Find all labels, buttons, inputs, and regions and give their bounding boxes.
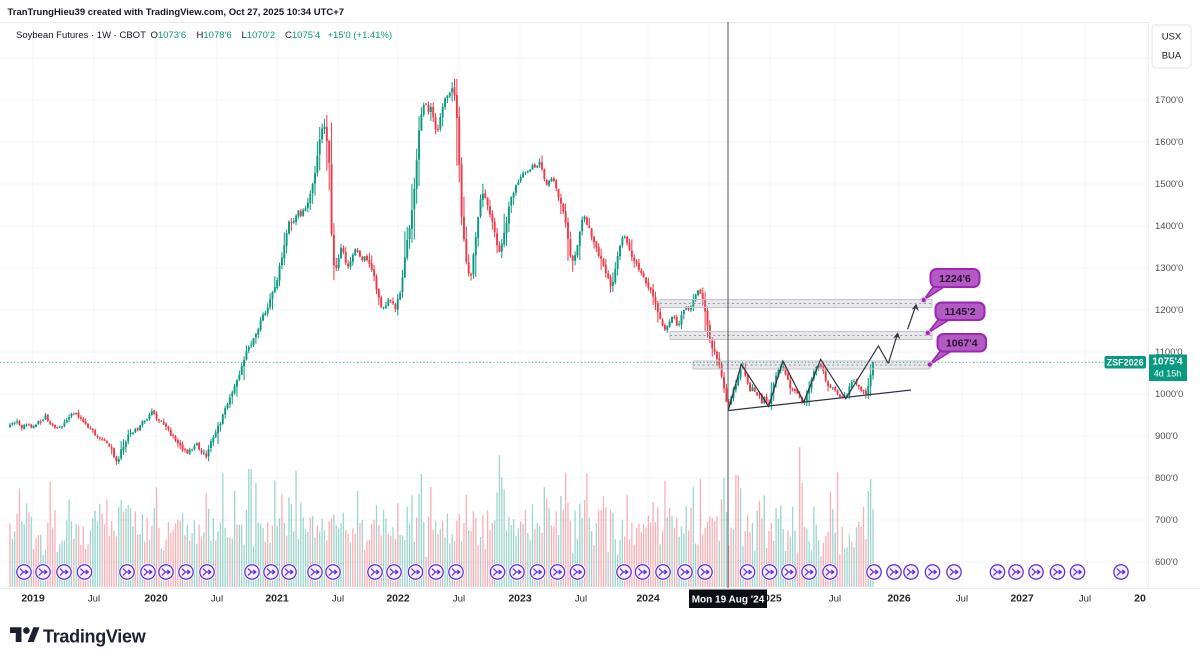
svg-text:Jul: Jul [956, 594, 968, 605]
svg-text:20: 20 [1134, 593, 1146, 605]
svg-text:600'0: 600'0 [1155, 557, 1178, 568]
svg-text:900'0: 900'0 [1155, 431, 1178, 442]
svg-text:1067'4: 1067'4 [946, 338, 978, 350]
svg-text:1145'2: 1145'2 [944, 306, 975, 318]
svg-text:Mon 19 Aug '24: Mon 19 Aug '24 [692, 594, 765, 605]
svg-text:2026: 2026 [887, 593, 911, 605]
svg-text:BUA: BUA [1162, 51, 1182, 62]
svg-text:2022: 2022 [386, 593, 410, 605]
svg-text:2027: 2027 [1010, 593, 1034, 605]
svg-text:1224'6: 1224'6 [939, 273, 971, 285]
svg-text:Jul: Jul [575, 594, 587, 605]
svg-text:H1078'6: H1078'6 [197, 30, 232, 41]
svg-text:TranTrungHieu39 created with T: TranTrungHieu39 created with TradingView… [8, 7, 345, 18]
svg-text:Jul: Jul [1079, 594, 1091, 605]
svg-text:2021: 2021 [265, 593, 289, 605]
svg-text:2024: 2024 [636, 593, 660, 605]
svg-text:800'0: 800'0 [1155, 473, 1178, 484]
svg-text:2019: 2019 [21, 593, 45, 605]
svg-text:1200'0: 1200'0 [1155, 305, 1183, 316]
svg-text:1400'0: 1400'0 [1155, 221, 1183, 232]
svg-text:Jul: Jul [453, 594, 465, 605]
svg-text:1100'0: 1100'0 [1155, 347, 1183, 358]
svg-text:Jul: Jul [332, 594, 344, 605]
svg-text:Jul: Jul [829, 594, 841, 605]
svg-text:USX: USX [1162, 32, 1182, 43]
svg-text:ZSF2026: ZSF2026 [1107, 357, 1144, 367]
svg-text:700'0: 700'0 [1155, 515, 1178, 526]
svg-text:2020: 2020 [144, 593, 168, 605]
svg-text:4d 15h: 4d 15h [1154, 369, 1182, 379]
svg-text:O1073'6: O1073'6 [151, 30, 187, 41]
svg-text:1700'0: 1700'0 [1155, 95, 1183, 106]
svg-text:1300'0: 1300'0 [1155, 263, 1183, 274]
svg-text:L1070'2: L1070'2 [242, 30, 276, 41]
svg-text:TradingView: TradingView [43, 627, 147, 647]
svg-text:1075'4: 1075'4 [1152, 357, 1183, 368]
svg-text:+15'0 (+1.41%): +15'0 (+1.41%) [328, 30, 393, 41]
svg-text:Jul: Jul [88, 594, 100, 605]
svg-text:Jul: Jul [211, 594, 223, 605]
svg-text:2023: 2023 [508, 593, 532, 605]
svg-text:1500'0: 1500'0 [1155, 179, 1183, 190]
svg-text:Soybean Futures · 1W · CBOT: Soybean Futures · 1W · CBOT [16, 30, 146, 41]
svg-text:1600'0: 1600'0 [1155, 137, 1183, 148]
svg-text:C1075'4: C1075'4 [285, 30, 320, 41]
svg-text:1000'0: 1000'0 [1155, 389, 1183, 400]
